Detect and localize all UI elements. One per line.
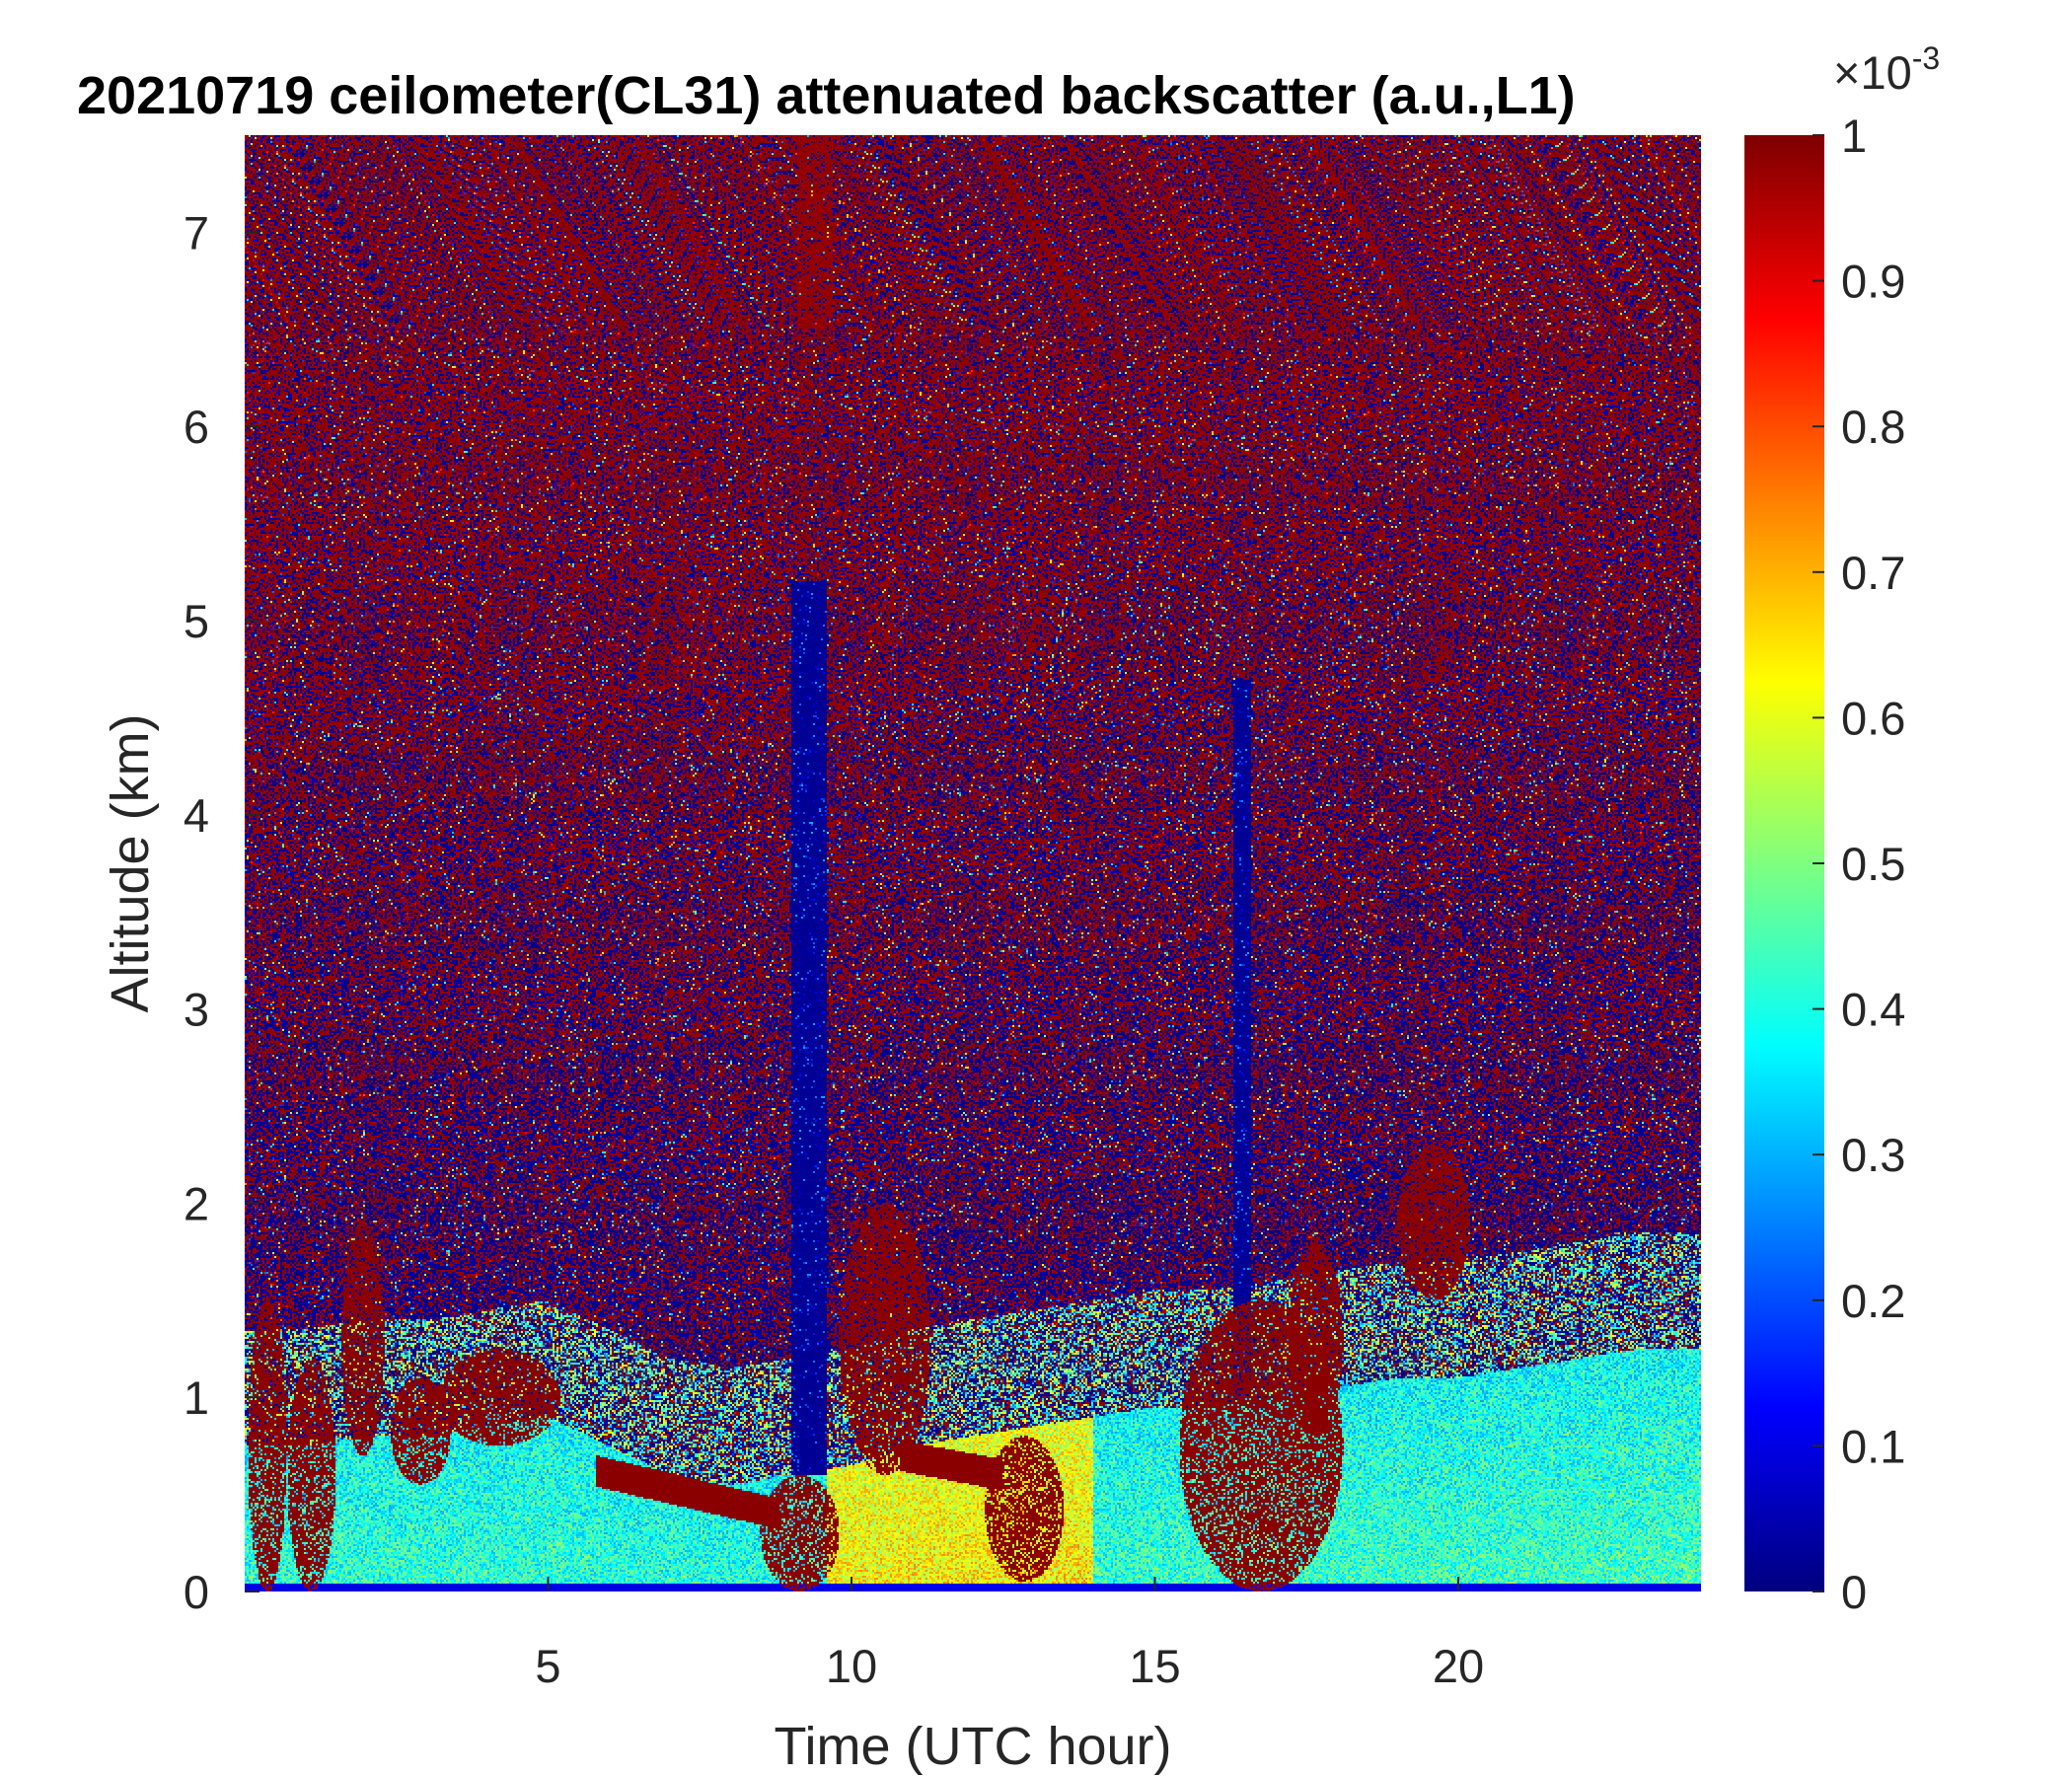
colorbar-tick-label-2: 0.2	[1841, 1275, 1905, 1327]
colorbar-tick-label-3: 0.3	[1841, 1129, 1905, 1181]
colorbar-tick-label-4: 0.4	[1841, 984, 1905, 1036]
colorbar-tick-label-10: 1	[1841, 110, 1867, 162]
y-tick-label-7: 7	[184, 206, 209, 259]
colorbar-tick-label-7: 0.7	[1841, 547, 1905, 599]
y-tick-label-6: 6	[184, 401, 209, 453]
colorbar-tick-label-8: 0.8	[1841, 401, 1905, 453]
y-tick-label-3: 3	[184, 984, 209, 1036]
chart-title: 20210719 ceilometer(CL31) attenuated bac…	[77, 66, 1576, 125]
y-axis-label: Altitude (km)	[101, 713, 160, 1012]
colorbar-tick-label-9: 0.9	[1841, 256, 1905, 308]
backscatter-heatmap	[245, 135, 1701, 1591]
x-axis-ticks: 5 10 15 20	[535, 1577, 1484, 1692]
y-tick-label-1: 1	[184, 1371, 209, 1424]
colorbar-gradient	[1744, 135, 1824, 1591]
x-tick-label-2: 15	[1129, 1640, 1180, 1692]
x-tick-label-1: 10	[826, 1640, 877, 1692]
colorbar-ticks: 0 0.1 0.2 0.3 0.4 0.5 0.6 0.7 0.8 0.9 1	[1813, 110, 1905, 1618]
y-tick-label-4: 4	[184, 789, 209, 842]
colorbar-tick-label-0: 0	[1841, 1566, 1867, 1618]
y-tick-label-5: 5	[184, 595, 209, 647]
colorbar-tick-label-6: 0.6	[1841, 692, 1905, 744]
x-tick-label-0: 5	[535, 1640, 560, 1692]
colorbar-tick-label-1: 0.1	[1841, 1420, 1905, 1472]
colorbar-exponent-base: ×10	[1833, 46, 1912, 99]
y-tick-label-0: 0	[184, 1566, 209, 1618]
y-tick-label-2: 2	[184, 1177, 209, 1229]
x-axis-label: Time (UTC hour)	[774, 1717, 1171, 1776]
x-tick-label-3: 20	[1433, 1640, 1484, 1692]
colorbar-tick-label-5: 0.5	[1841, 838, 1905, 890]
colorbar-exponent: ×10-3	[1833, 40, 1940, 99]
y-axis-ticks: 0 1 2 3 4 5 6 7	[184, 206, 259, 1618]
colorbar-exponent-power: -3	[1912, 40, 1940, 76]
